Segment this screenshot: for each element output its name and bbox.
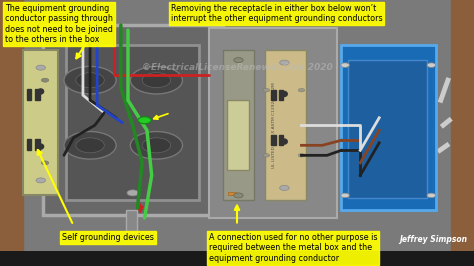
Bar xyxy=(279,90,283,100)
Circle shape xyxy=(76,138,104,153)
Bar xyxy=(35,139,40,150)
Ellipse shape xyxy=(282,139,287,144)
Bar xyxy=(341,45,436,210)
Circle shape xyxy=(64,66,116,94)
Bar xyxy=(348,60,427,198)
Circle shape xyxy=(142,138,171,153)
Text: Removing the receptacle in either box below won’t
interrupt the other equipment : Removing the receptacle in either box be… xyxy=(171,4,382,23)
Bar xyxy=(271,90,276,100)
Circle shape xyxy=(127,190,138,196)
Circle shape xyxy=(341,63,349,67)
Circle shape xyxy=(138,117,151,124)
Circle shape xyxy=(130,66,182,94)
Circle shape xyxy=(41,161,49,165)
Circle shape xyxy=(263,153,270,157)
Bar xyxy=(265,50,306,200)
Ellipse shape xyxy=(38,144,44,149)
Bar xyxy=(227,100,249,170)
Bar xyxy=(23,50,58,196)
Bar xyxy=(66,45,199,200)
Bar xyxy=(279,135,283,145)
Text: UL LISTED TYPE X ASTM C1392/L1392M: UL LISTED TYPE X ASTM C1392/L1392M xyxy=(272,82,276,168)
Bar xyxy=(43,25,223,215)
Circle shape xyxy=(36,178,46,183)
Text: The equipment grounding
conductor passing through
does not need to be joined
to : The equipment grounding conductor passin… xyxy=(5,4,113,44)
Bar xyxy=(35,89,40,100)
Circle shape xyxy=(280,185,289,190)
Bar xyxy=(27,89,31,100)
Bar xyxy=(271,135,276,145)
Bar xyxy=(223,50,254,200)
Text: Jeffrey Simpson: Jeffrey Simpson xyxy=(399,235,467,244)
Circle shape xyxy=(36,65,46,70)
Circle shape xyxy=(427,193,436,198)
Bar xyxy=(228,192,236,196)
Circle shape xyxy=(341,193,349,198)
Ellipse shape xyxy=(38,89,44,94)
Circle shape xyxy=(280,60,289,65)
Bar xyxy=(126,210,137,233)
Text: ©ElectricalLicenseRenewal.Com 2020: ©ElectricalLicenseRenewal.Com 2020 xyxy=(142,63,332,72)
Circle shape xyxy=(142,73,171,88)
Circle shape xyxy=(427,63,436,67)
Bar xyxy=(0,0,23,251)
Circle shape xyxy=(41,78,49,82)
Bar xyxy=(451,0,474,251)
Ellipse shape xyxy=(282,92,287,97)
Circle shape xyxy=(298,153,305,157)
Circle shape xyxy=(298,88,305,92)
Circle shape xyxy=(263,88,270,92)
Bar xyxy=(27,139,31,150)
Bar xyxy=(209,28,337,218)
Text: A connection used for no other purpose is
required between the metal box and the: A connection used for no other purpose i… xyxy=(209,233,377,263)
Text: Self grounding devices: Self grounding devices xyxy=(62,233,154,242)
Circle shape xyxy=(130,131,182,159)
Circle shape xyxy=(64,131,116,159)
Circle shape xyxy=(234,58,243,63)
Circle shape xyxy=(234,193,243,198)
Circle shape xyxy=(76,73,104,88)
